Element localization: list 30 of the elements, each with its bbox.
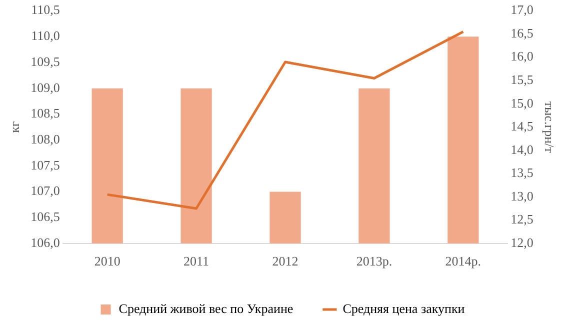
y2-tick-label: 15,0 [510,95,534,110]
y-axis-title: кг [7,121,22,133]
y-tick-label: 106,0 [30,234,60,250]
y2-axis-title: тыс.грн/т [542,101,557,154]
y-tick-label: 106,5 [30,208,60,224]
x-tick-label: 2010 [94,254,120,269]
x-tick-label: 2012 [272,254,298,269]
y2-tick-label: 12,5 [510,212,534,227]
x-tick-label: 2014р. [445,254,482,269]
y2-tick-label: 16,5 [510,25,534,40]
y-tick-label: 110,5 [31,2,60,18]
y-tick-label: 110,0 [31,28,60,44]
y-tick-label: 108,0 [30,131,60,146]
y-tick-label: 108,5 [30,106,60,121]
legend-label: Средний живой вес по Украине [118,300,294,316]
y2-tick-label: 16,0 [510,48,534,64]
y-tick-label: 109,5 [30,54,60,69]
y2-tick-label: 12,0 [510,234,534,250]
y2-tick-label: 14,0 [510,142,534,157]
y2-tick-label: 17,0 [510,2,534,18]
y2-tick-label: 15,5 [510,72,534,87]
y-tick-label: 107,5 [30,157,60,172]
y2-tick-label: 14,5 [510,118,534,134]
x-tick-label: 2013р. [356,254,392,269]
legend-label: Средняя цена закупки [342,300,465,316]
y2-tick-label: 13,0 [510,188,534,204]
x-tick-label: 2011 [184,254,210,269]
y2-tick-label: 13,5 [510,165,534,180]
y-tick-label: 109,0 [30,80,60,95]
y-tick-label: 107,0 [30,183,60,198]
